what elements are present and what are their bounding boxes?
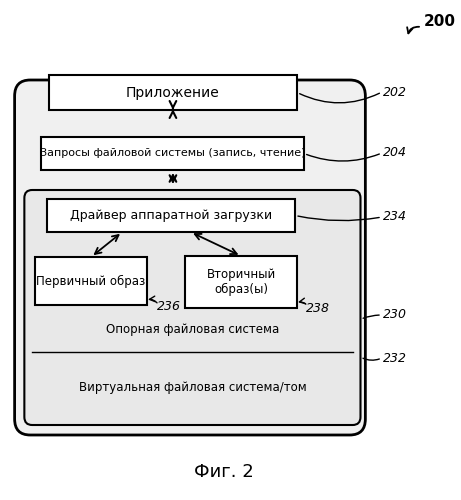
FancyBboxPatch shape — [24, 190, 361, 425]
Text: 230: 230 — [383, 308, 407, 322]
Bar — [49, 75, 297, 110]
Text: 238: 238 — [306, 302, 330, 314]
Bar — [35, 257, 147, 305]
Text: 202: 202 — [383, 86, 407, 98]
Text: 204: 204 — [383, 146, 407, 160]
FancyBboxPatch shape — [15, 80, 366, 435]
Text: 232: 232 — [383, 352, 407, 364]
Text: Драйвер аппаратной загрузки: Драйвер аппаратной загрузки — [70, 209, 272, 222]
Text: Фиг. 2: Фиг. 2 — [194, 463, 254, 481]
Text: Запросы файловой системы (запись, чтение): Запросы файловой системы (запись, чтение… — [40, 148, 305, 158]
Bar — [185, 256, 297, 308]
Bar — [41, 137, 304, 170]
Text: 236: 236 — [157, 300, 181, 314]
Text: 234: 234 — [383, 210, 407, 224]
Text: Вторичный
образ(ы): Вторичный образ(ы) — [207, 268, 276, 296]
Text: Первичный образ: Первичный образ — [36, 274, 146, 287]
Text: Приложение: Приложение — [126, 86, 220, 100]
Text: Опорная файловая система: Опорная файловая система — [106, 324, 279, 336]
Bar — [47, 199, 295, 232]
Text: 200: 200 — [424, 14, 456, 30]
Text: Виртуальная файловая система/том: Виртуальная файловая система/том — [78, 382, 306, 394]
